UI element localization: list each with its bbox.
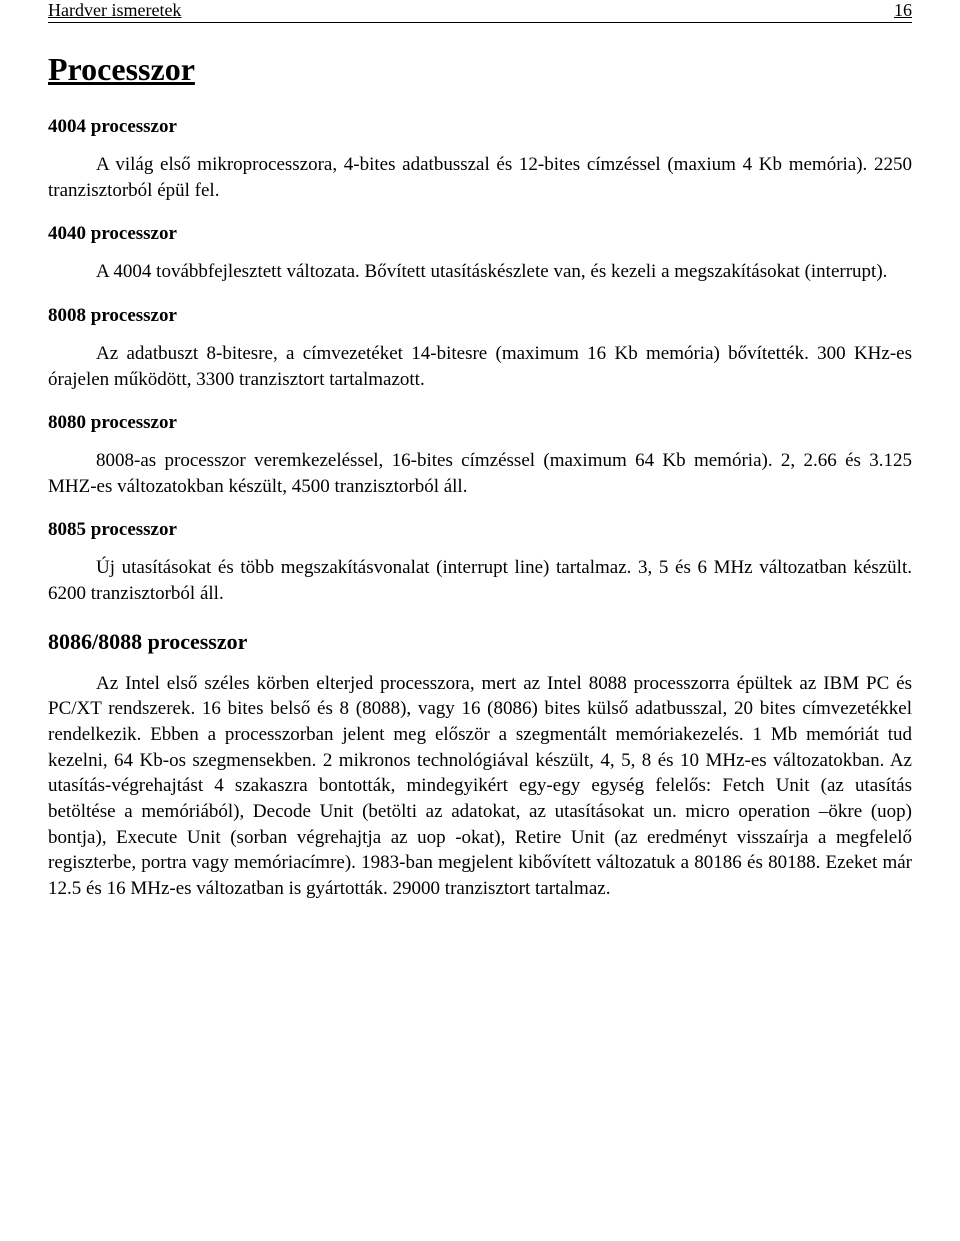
section-body: A világ első mikroprocesszora, 4-bites a…	[48, 152, 912, 203]
section-4004: 4004 processzor A világ első mikroproces…	[48, 116, 912, 203]
section-heading: 8085 processzor	[48, 519, 912, 541]
section-heading: 4040 processzor	[48, 223, 912, 245]
header-title: Hardver ismeretek	[48, 0, 181, 21]
section-8080: 8080 processzor 8008-as processzor verem…	[48, 412, 912, 499]
section-8008: 8008 processzor Az adatbuszt 8-bitesre, …	[48, 305, 912, 392]
document-page: Hardver ismeretek 16 Processzor 4004 pro…	[0, 0, 960, 964]
section-body: Új utasításokat és több megszakításvonal…	[48, 555, 912, 606]
section-heading: 4004 processzor	[48, 116, 912, 138]
section-body: A 4004 továbbfejlesztett változata. Bőví…	[48, 259, 912, 285]
section-heading: 8080 processzor	[48, 412, 912, 434]
section-heading: 8008 processzor	[48, 305, 912, 327]
header-page-number: 16	[894, 0, 912, 21]
section-body: Az adatbuszt 8-bitesre, a címvezetéket 1…	[48, 341, 912, 392]
section-8085: 8085 processzor Új utasításokat és több …	[48, 519, 912, 606]
main-title: Processzor	[48, 51, 912, 88]
section-body: Az Intel első széles körben elterjed pro…	[48, 671, 912, 902]
page-header: Hardver ismeretek 16	[48, 0, 912, 23]
section-heading: 8086/8088 processzor	[48, 629, 912, 655]
section-4040: 4040 processzor A 4004 továbbfejlesztett…	[48, 223, 912, 285]
section-8086-8088: 8086/8088 processzor Az Intel első széle…	[48, 629, 912, 902]
section-body: 8008-as processzor veremkezeléssel, 16-b…	[48, 448, 912, 499]
